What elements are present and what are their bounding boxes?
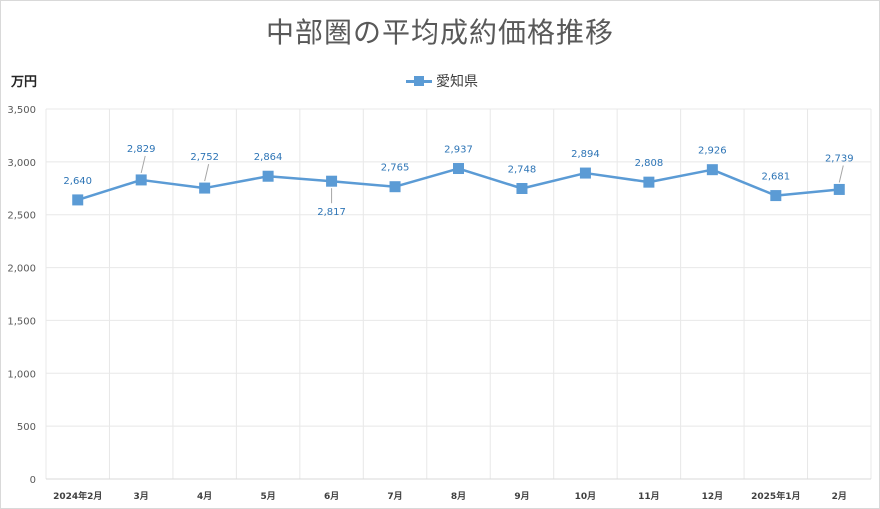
x-tick-label: 10月 xyxy=(575,491,597,502)
data-point-marker xyxy=(72,194,84,206)
data-point-marker xyxy=(326,175,338,187)
data-point-marker xyxy=(199,182,211,194)
x-tick-label: 11月 xyxy=(638,491,660,502)
y-tick-label: 1,500 xyxy=(7,316,36,327)
x-tick-label: 5月 xyxy=(260,491,275,502)
x-tick-label: 3月 xyxy=(134,491,149,502)
data-label: 2,748 xyxy=(508,164,537,175)
y-tick-label: 2,500 xyxy=(7,211,36,222)
y-tick-label: 3,000 xyxy=(7,158,36,169)
data-label: 2,894 xyxy=(571,149,600,160)
x-tick-label: 4月 xyxy=(197,491,212,502)
data-label: 2,752 xyxy=(190,152,219,163)
data-label: 2,829 xyxy=(127,144,156,155)
x-tick-label: 8月 xyxy=(451,491,466,502)
data-point-marker xyxy=(643,176,655,188)
y-axis-unit-label: 万円 xyxy=(11,75,38,90)
x-tick-label: 6月 xyxy=(324,491,339,502)
data-label-leader xyxy=(140,155,146,174)
data-point-marker xyxy=(770,190,782,202)
x-tick-label: 7月 xyxy=(387,491,402,502)
data-label: 2,937 xyxy=(444,145,473,156)
x-tick-label: 12月 xyxy=(702,491,724,502)
data-label: 2,640 xyxy=(63,176,92,187)
x-tick-label: 9月 xyxy=(514,491,529,502)
legend-marker xyxy=(406,75,432,87)
data-point-marker xyxy=(516,182,528,194)
chart-title: 中部圏の平均成約価格推移 xyxy=(265,16,614,49)
y-tick-label: 0 xyxy=(30,475,36,486)
legend-label: 愛知県 xyxy=(436,74,478,90)
data-point-marker xyxy=(833,183,845,195)
x-tick-label: 2月 xyxy=(832,491,847,502)
data-label: 2,808 xyxy=(635,158,664,169)
data-label-leader xyxy=(838,165,844,183)
x-tick-label: 2024年2月 xyxy=(53,490,102,502)
data-label: 2,926 xyxy=(698,146,727,157)
x-tick-label: 2025年1月 xyxy=(751,490,800,502)
y-tick-label: 500 xyxy=(17,422,36,433)
data-label: 2,739 xyxy=(825,153,854,164)
legend[interactable]: 愛知県 xyxy=(406,71,478,91)
data-label: 2,817 xyxy=(317,207,346,218)
data-point-marker xyxy=(706,164,718,176)
data-point-marker xyxy=(579,167,591,179)
data-label: 2,765 xyxy=(381,163,410,174)
data-label: 2,864 xyxy=(254,152,283,163)
data-point-marker xyxy=(453,163,464,175)
y-tick-label: 2,000 xyxy=(7,264,36,275)
data-point-marker xyxy=(389,181,401,193)
y-tick-label: 1,000 xyxy=(7,369,36,380)
data-point-marker xyxy=(135,174,147,186)
data-label-leader xyxy=(204,163,210,182)
data-point-marker xyxy=(262,170,274,182)
y-tick-label: 3,500 xyxy=(7,105,36,116)
data-label: 2,681 xyxy=(761,172,790,183)
